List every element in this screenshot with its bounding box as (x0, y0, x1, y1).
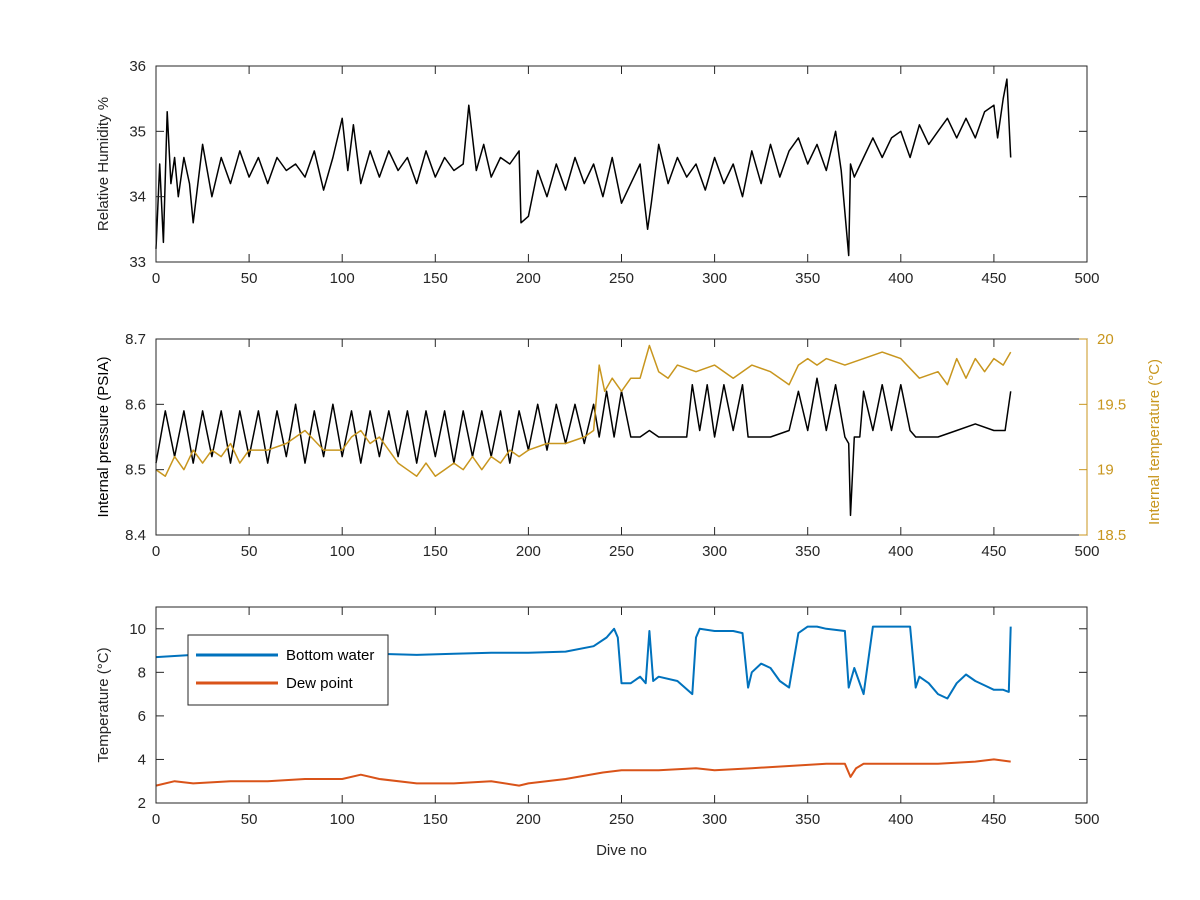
y-tick-label: 36 (129, 58, 146, 75)
x-tick-label: 500 (1074, 270, 1099, 287)
legend: Bottom water Dew point (187, 634, 389, 706)
x-tick-label: 250 (609, 543, 634, 560)
x-tick-label: 250 (609, 811, 634, 828)
x-tick-label: 450 (981, 811, 1006, 828)
x-tick-label: 350 (795, 270, 820, 287)
y-axis-label: Internal pressure (PSIA) (95, 357, 112, 518)
y-axis-label: Temperature (°C) (95, 647, 112, 762)
x-tick-label: 0 (152, 543, 160, 560)
x-tick-label: 250 (609, 270, 634, 287)
x-tick-label: 150 (423, 811, 448, 828)
x-tick-label: 350 (795, 811, 820, 828)
x-tick-label: 400 (888, 270, 913, 287)
series-line-2-2 (155, 344, 1012, 477)
x-tick-label: 300 (702, 543, 727, 560)
panel-1: 0 50 100 150 200 250 300 350 400 450 500 33 34 35 36 Re… (95, 58, 1100, 287)
x-tick-label: 500 (1074, 543, 1099, 560)
x-tick-label: 150 (423, 543, 448, 560)
x-axis-label: Dive no (596, 842, 647, 859)
y-right-axis-label: Internal temperature (°C) (1146, 359, 1163, 525)
y-tick-label: 8.4 (125, 527, 146, 544)
x-tick-label: 450 (981, 543, 1006, 560)
series-line-dew-point (155, 758, 1011, 787)
x-tick-label: 150 (423, 270, 448, 287)
x-tick-label: 200 (516, 543, 541, 560)
y-right-tick-label: 19 (1097, 462, 1114, 479)
y-tick-label: 10 (129, 621, 146, 638)
y-right-tick-label: 20 (1097, 331, 1114, 348)
x-tick-label: 300 (702, 270, 727, 287)
x-tick-label: 500 (1074, 811, 1099, 828)
y-tick-label: 8.6 (125, 396, 146, 413)
x-tick-label: 350 (795, 543, 820, 560)
y-tick-label: 8.5 (125, 462, 146, 479)
y-tick-label: 34 (129, 189, 146, 206)
x-tick-label: 50 (241, 270, 258, 287)
y-tick-label: 8.7 (125, 331, 146, 348)
series-line-2-1 (155, 377, 1012, 517)
x-tick-label: 100 (330, 543, 355, 560)
legend-label: Dew point (286, 675, 354, 692)
y-right-tick-label: 18.5 (1097, 527, 1126, 544)
x-tick-label: 0 (152, 270, 160, 287)
x-tick-label: 450 (981, 270, 1006, 287)
y-tick-label: 4 (138, 751, 146, 768)
x-tick-label: 400 (888, 811, 913, 828)
y-tick-label: 6 (138, 708, 146, 725)
series-line-1-1 (155, 78, 1012, 257)
x-tick-label: 100 (330, 811, 355, 828)
x-tick-label: 100 (330, 270, 355, 287)
x-tick-label: 50 (241, 811, 258, 828)
x-tick-label: 50 (241, 543, 258, 560)
y-tick-label: 2 (138, 795, 146, 812)
y-tick-label: 35 (129, 123, 146, 140)
legend-box (187, 634, 389, 706)
x-tick-label: 200 (516, 811, 541, 828)
panel-3: 0 50 100 150 200 250 300 350 400 450 500 2 4 6 8 10 Temp… (95, 606, 1100, 859)
panel-2: 0 50 100 150 200 250 300 350 400 450 500 8.4 8.5 8.6 8… (95, 331, 1163, 560)
x-tick-label: 0 (152, 811, 160, 828)
y-tick-label: 8 (138, 664, 146, 681)
x-tick-label: 200 (516, 270, 541, 287)
series-line-bottom-water (155, 625, 1012, 700)
x-tick-label: 400 (888, 543, 913, 560)
legend-label: Bottom water (286, 647, 374, 664)
y-right-tick-label: 19.5 (1097, 396, 1126, 413)
y-tick-label: 33 (129, 254, 146, 271)
x-tick-label: 300 (702, 811, 727, 828)
y-axis-label: Relative Humidity % (95, 97, 112, 231)
